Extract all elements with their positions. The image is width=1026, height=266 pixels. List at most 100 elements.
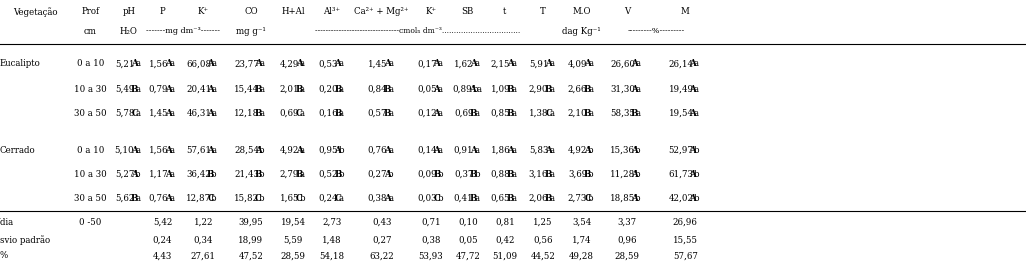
Text: 0 -50: 0 -50 [79, 218, 102, 227]
Text: 23,77: 23,77 [234, 59, 259, 68]
Text: A: A [545, 59, 552, 68]
Text: a: a [169, 59, 174, 68]
Text: b: b [211, 194, 216, 203]
Text: a: a [589, 85, 593, 94]
Text: a: a [339, 194, 344, 203]
Text: C: C [295, 109, 303, 118]
Text: a: a [694, 59, 699, 68]
Text: 58,35: 58,35 [610, 109, 635, 118]
Text: 20,41: 20,41 [187, 85, 211, 94]
Text: a: a [339, 109, 344, 118]
Text: A: A [334, 59, 342, 68]
Text: b: b [635, 170, 640, 179]
Text: A: A [131, 146, 139, 155]
Text: 15,44: 15,44 [234, 85, 260, 94]
Text: A: A [631, 146, 638, 155]
Text: ̅dia: ̅dia [0, 218, 13, 227]
Text: 3,54: 3,54 [573, 218, 591, 227]
Text: 0,16: 0,16 [318, 109, 338, 118]
Text: 26,14: 26,14 [669, 59, 694, 68]
Text: a: a [301, 146, 305, 155]
Text: 0,79: 0,79 [149, 85, 168, 94]
Text: Cerrado: Cerrado [0, 146, 36, 155]
Text: A: A [631, 59, 638, 68]
Text: Vegetação: Vegetação [12, 7, 57, 17]
Text: a: a [694, 109, 699, 118]
Text: a: a [339, 59, 344, 68]
Text: 0,05: 0,05 [417, 85, 436, 94]
Text: K⁺: K⁺ [426, 7, 436, 16]
Text: a: a [260, 109, 264, 118]
Text: B: B [295, 85, 303, 94]
Text: b: b [300, 194, 306, 203]
Text: 1,65: 1,65 [279, 194, 299, 203]
Text: b: b [635, 194, 640, 203]
Text: B: B [507, 170, 514, 179]
Text: a: a [635, 109, 640, 118]
Text: 27,61: 27,61 [191, 251, 215, 260]
Text: A: A [689, 170, 697, 179]
Text: dag Kg⁻¹: dag Kg⁻¹ [562, 27, 601, 36]
Text: 0,42: 0,42 [495, 235, 515, 244]
Text: b: b [473, 85, 478, 94]
Text: a: a [211, 146, 216, 155]
Text: a: a [389, 59, 393, 68]
Text: A: A [689, 109, 697, 118]
Text: B: B [545, 170, 552, 179]
Text: A: A [545, 146, 552, 155]
Text: A: A [689, 194, 697, 203]
Text: a: a [550, 59, 554, 68]
Text: a: a [550, 85, 554, 94]
Text: 0,56: 0,56 [532, 235, 553, 244]
Text: %: % [0, 251, 8, 260]
Text: 4,09: 4,09 [567, 59, 587, 68]
Text: 47,72: 47,72 [456, 251, 480, 260]
Text: 54,18: 54,18 [319, 251, 345, 260]
Text: a: a [512, 59, 516, 68]
Text: 66,08: 66,08 [187, 59, 211, 68]
Text: 5,83: 5,83 [528, 146, 548, 155]
Text: 0,27: 0,27 [367, 170, 387, 179]
Text: A: A [384, 170, 391, 179]
Text: A: A [631, 170, 638, 179]
Text: 5,91: 5,91 [528, 59, 548, 68]
Text: a: a [475, 194, 479, 203]
Text: cm: cm [84, 27, 96, 36]
Text: a: a [301, 109, 305, 118]
Text: B: B [207, 170, 214, 179]
Text: A: A [507, 146, 514, 155]
Text: B: B [334, 85, 342, 94]
Text: 0,03: 0,03 [417, 194, 436, 203]
Text: B: B [384, 85, 391, 94]
Text: a: a [512, 146, 516, 155]
Text: 19,49: 19,49 [669, 85, 694, 94]
Text: b: b [694, 170, 699, 179]
Text: b: b [437, 194, 443, 203]
Text: 0,65: 0,65 [490, 194, 510, 203]
Text: a: a [550, 109, 554, 118]
Text: 4,92: 4,92 [567, 146, 587, 155]
Text: B: B [507, 194, 514, 203]
Text: a: a [211, 109, 216, 118]
Text: a: a [211, 59, 216, 68]
Text: 0,95: 0,95 [318, 146, 338, 155]
Text: a: a [589, 109, 593, 118]
Text: a: a [438, 109, 442, 118]
Text: A: A [255, 146, 262, 155]
Text: b: b [259, 146, 265, 155]
Text: a: a [438, 146, 442, 155]
Text: C: C [254, 194, 262, 203]
Text: 5,78: 5,78 [115, 109, 134, 118]
Text: 0,38: 0,38 [367, 194, 387, 203]
Text: 36,42: 36,42 [187, 170, 211, 179]
Text: A: A [207, 59, 214, 68]
Text: A: A [165, 170, 172, 179]
Text: 3,16: 3,16 [528, 170, 548, 179]
Text: A: A [584, 59, 591, 68]
Text: 0,76: 0,76 [149, 194, 168, 203]
Text: A: A [384, 194, 391, 203]
Text: 5,42: 5,42 [153, 218, 172, 227]
Text: Eucalipto: Eucalipto [0, 59, 41, 68]
Text: a: a [512, 109, 516, 118]
Text: A: A [631, 194, 638, 203]
